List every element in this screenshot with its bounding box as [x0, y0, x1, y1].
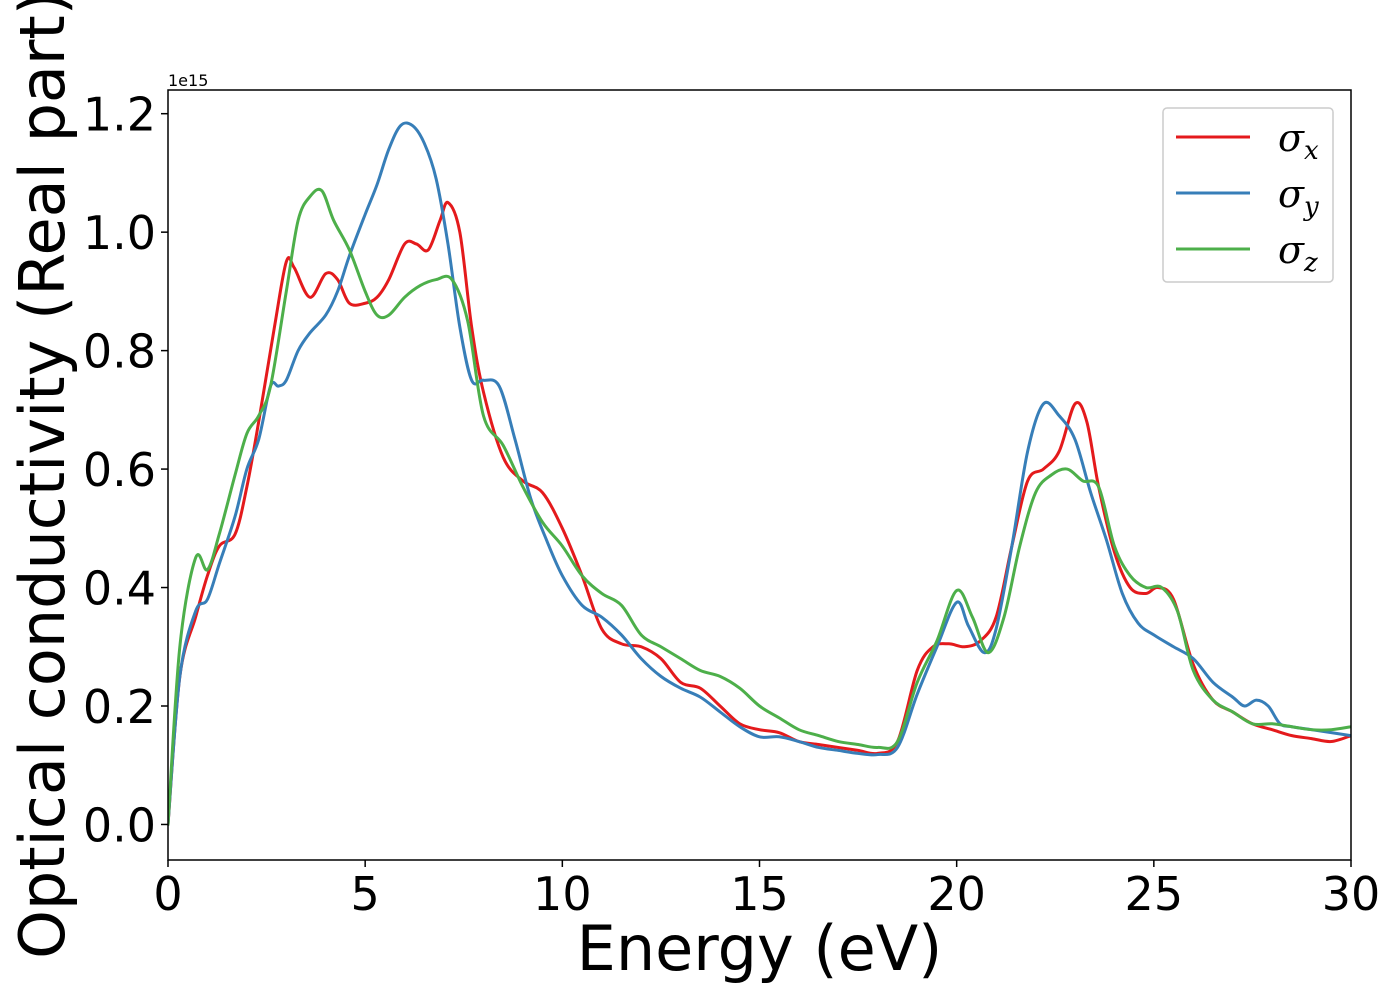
y-offset-label: 1e15	[168, 71, 208, 90]
y-tick-label: 0.2	[83, 680, 156, 734]
series-line-x	[168, 200, 1351, 826]
y-tick-label: 0.6	[83, 443, 156, 497]
y-tick-label: 1.2	[83, 88, 156, 142]
series-layer	[168, 121, 1351, 826]
y-axis-label: Optical conductivity (Real part)	[6, 0, 79, 959]
x-axis-label: Energy (eV)	[577, 912, 943, 985]
x-tick-label: 0	[153, 867, 182, 921]
legend-label-z: σz	[1278, 228, 1318, 278]
legend-label-y: σy	[1278, 172, 1319, 222]
y-axis: 0.0 0.2 0.4 0.6 0.8 1.0 1.2	[83, 88, 168, 852]
x-axis: 0 5 10 15 20 25 30	[153, 860, 1380, 921]
y-tick-label: 0.8	[83, 325, 156, 379]
series-line-y	[168, 121, 1351, 826]
series-line-z	[168, 187, 1351, 826]
x-tick-label: 5	[351, 867, 380, 921]
legend-box	[1162, 107, 1334, 283]
x-tick-label: 15	[730, 867, 789, 921]
y-tick-label: 1.0	[83, 206, 156, 260]
y-tick-label: 0.4	[83, 562, 156, 616]
y-tick-label: 0.0	[83, 798, 156, 852]
x-tick-label: 10	[533, 867, 592, 921]
x-tick-label: 30	[1322, 867, 1381, 921]
legend: σx σy σz	[1162, 107, 1334, 283]
x-tick-label: 25	[1125, 867, 1184, 921]
legend-label-x: σx	[1278, 116, 1319, 166]
x-tick-label: 20	[927, 867, 986, 921]
